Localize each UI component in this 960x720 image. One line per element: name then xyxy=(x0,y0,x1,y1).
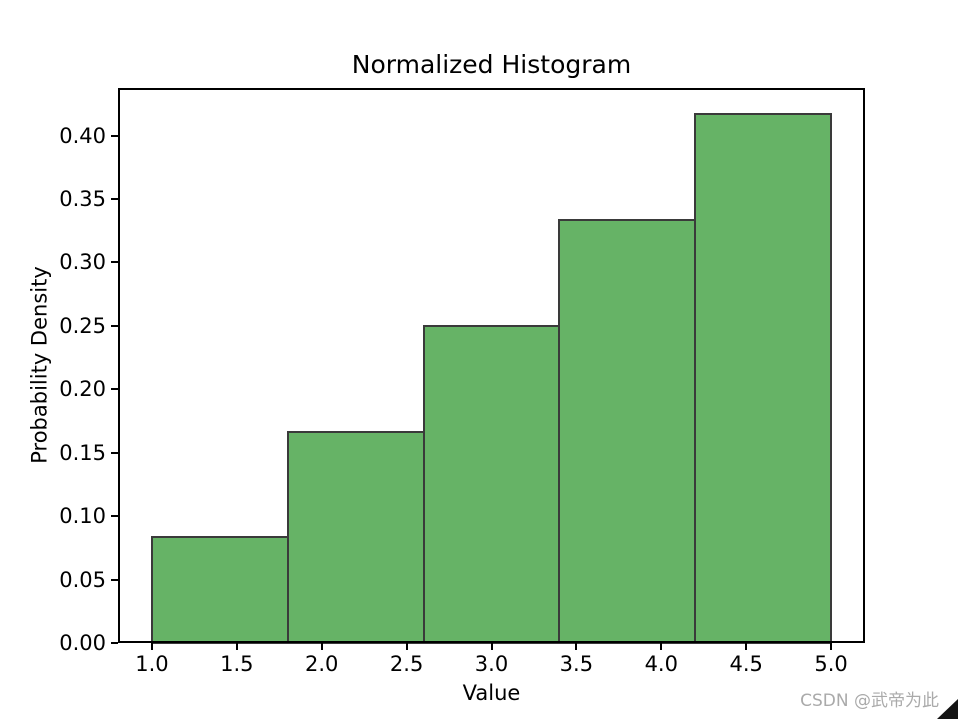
y-tick-label: 0.35 xyxy=(59,187,106,211)
histogram-bar xyxy=(694,113,833,644)
x-tick-label: 2.5 xyxy=(389,652,424,676)
x-tick-label: 3.5 xyxy=(559,652,594,676)
y-tick-label: 0.10 xyxy=(59,504,106,529)
x-tick-mark xyxy=(830,643,833,650)
chart-title: Normalized Histogram xyxy=(351,50,632,79)
y-tick-label: 0.30 xyxy=(59,250,106,275)
y-tick-mark xyxy=(111,515,118,518)
x-tick-label: 3.0 xyxy=(474,652,509,676)
x-tick-label: 4.0 xyxy=(644,652,678,676)
y-tick-label: 0.40 xyxy=(59,123,106,148)
x-tick-mark xyxy=(405,643,408,650)
y-tick-label: 0.00 xyxy=(59,631,106,655)
y-tick-label: 0.25 xyxy=(59,313,106,338)
x-tick-mark xyxy=(575,643,578,650)
x-tick-mark xyxy=(320,643,323,650)
y-tick-mark xyxy=(111,261,118,264)
x-tick-mark xyxy=(150,643,153,650)
y-tick-mark xyxy=(111,134,118,137)
x-tick-mark xyxy=(745,643,748,650)
x-tick-label: 4.5 xyxy=(729,652,763,676)
x-tick-label: 2.0 xyxy=(305,652,339,676)
y-tick-mark xyxy=(111,451,118,454)
y-tick-mark xyxy=(111,324,118,327)
histogram-bar xyxy=(286,430,425,644)
x-tick-mark xyxy=(660,643,663,650)
plot-frame xyxy=(118,88,865,643)
y-tick-mark xyxy=(111,198,118,200)
x-tick-label: 5.0 xyxy=(814,652,848,676)
x-tick-mark xyxy=(490,643,493,650)
y-tick-label: 0.05 xyxy=(59,567,106,592)
y-tick-label: 0.20 xyxy=(59,377,106,402)
y-tick-mark xyxy=(111,388,118,391)
x-axis-label: Value xyxy=(462,681,521,705)
histogram-bar xyxy=(150,536,289,644)
y-tick-mark xyxy=(111,578,118,581)
x-tick-mark xyxy=(235,643,238,650)
x-tick-label: 1.5 xyxy=(220,652,254,676)
y-axis-label: Probability Density xyxy=(27,266,52,464)
watermark-text: CSDN @武帝为此 xyxy=(800,691,939,711)
y-tick-label: 0.15 xyxy=(59,440,106,465)
mouse-cursor-icon xyxy=(937,699,958,719)
y-tick-mark xyxy=(111,642,118,644)
x-tick-label: 1.0 xyxy=(135,652,169,676)
